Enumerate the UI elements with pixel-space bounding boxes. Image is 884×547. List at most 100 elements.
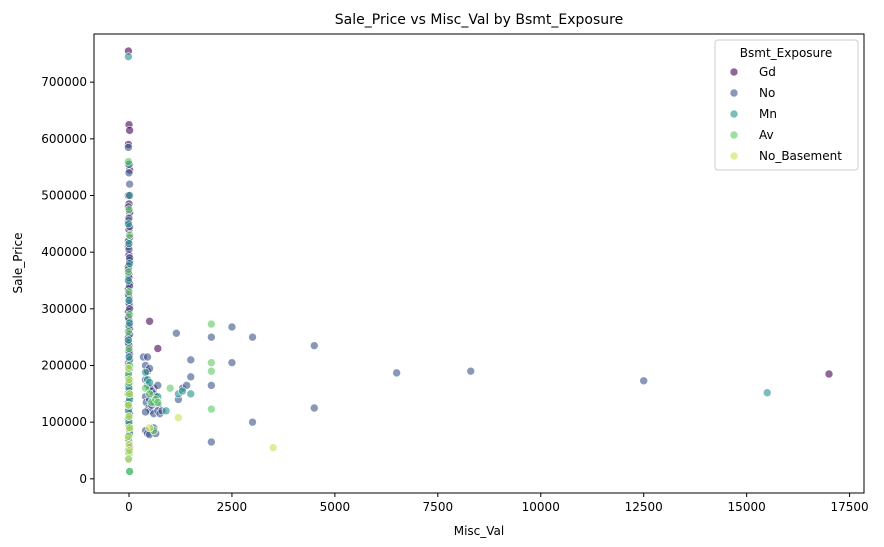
scatter-point [125, 310, 134, 319]
scatter-point [639, 376, 649, 386]
legend-marker [729, 130, 739, 140]
scatter-point [141, 367, 150, 377]
legend-marker [729, 151, 739, 161]
scatter-point [124, 375, 134, 384]
chart-title: Sale_Price vs Misc_Val by Bsmt_Exposure [335, 12, 623, 28]
scatter-point [207, 366, 216, 376]
scatter-point [153, 381, 163, 390]
points-layer [124, 46, 834, 476]
legend-label: Mn [759, 107, 777, 121]
x-tick-label: 10000 [522, 500, 560, 514]
scatter-point [309, 341, 319, 350]
scatter-point [125, 191, 134, 200]
scatter-point [824, 369, 834, 379]
legend: Bsmt_Exposure Gd No Mn Av No_Basement [714, 39, 859, 171]
y-tick-label: 0 [79, 472, 87, 486]
scatter-point [124, 157, 133, 166]
scatter-point [153, 398, 163, 407]
scatter-point [207, 437, 216, 447]
scatter-point [172, 328, 181, 338]
scatter-point [125, 446, 134, 455]
scatter-point [207, 404, 216, 414]
scatter-point [141, 407, 150, 417]
scatter-point [124, 239, 134, 248]
y-tick-label: 400000 [41, 245, 87, 259]
scatter-point [161, 406, 171, 416]
y-tick-label: 600000 [41, 132, 87, 146]
x-tick-label: 5000 [320, 500, 351, 514]
scatter-point [248, 417, 257, 427]
legend-items: Gd No Mn Av No_Basement [729, 65, 842, 163]
scatter-point [125, 318, 134, 328]
legend-label: Gd [759, 65, 776, 79]
scatter-point [125, 179, 134, 189]
legend-label: No_Basement [759, 149, 842, 163]
scatter-point [125, 423, 134, 433]
y-axis-label: Sale_Price [11, 233, 25, 294]
scatter-point [186, 372, 196, 382]
scatter-point [125, 230, 134, 240]
scatter-point [125, 389, 134, 399]
scatter-point [124, 432, 133, 441]
scatter-point [227, 358, 237, 367]
scatter-point [124, 352, 134, 362]
y-tick-label: 700000 [41, 75, 87, 89]
series-mn [124, 52, 772, 476]
scatter-point [124, 267, 133, 277]
scatter-point [309, 403, 319, 413]
y-tick-label: 200000 [41, 359, 87, 373]
scatter-point [248, 332, 257, 342]
scatter-point [145, 389, 154, 399]
y-axis-ticks: 0 100000 200000 300000 400000 500000 600000 700… [41, 75, 94, 486]
x-tick-label: 7500 [423, 500, 454, 514]
scatter-point [124, 143, 133, 152]
scatter-point [124, 344, 134, 353]
scatter-point [124, 400, 133, 410]
scatter-point [392, 368, 401, 378]
scatter-point [125, 467, 134, 476]
y-tick-label: 100000 [41, 415, 87, 429]
x-axis-ticks: 0 2500 5000 7500 10000 12500 15000 17500 [125, 493, 869, 514]
scatter-point [762, 388, 772, 398]
y-tick-label: 500000 [41, 189, 87, 203]
scatter-point [125, 259, 134, 268]
scatter-point [124, 412, 134, 421]
legend-title: Bsmt_Exposure [740, 46, 832, 60]
scatter-point [124, 364, 133, 373]
scatter-point [178, 386, 187, 396]
scatter-point [124, 335, 133, 345]
legend-marker [729, 67, 739, 77]
scatter-point [145, 423, 154, 433]
series-no [124, 143, 649, 452]
series-av [124, 157, 216, 476]
x-axis-label: Misc_Val [454, 524, 505, 538]
scatter-point [227, 322, 237, 332]
legend-box [714, 39, 859, 171]
scatter-point [145, 316, 154, 326]
scatter-point [466, 366, 476, 376]
scatter-point [124, 205, 134, 214]
legend-marker [729, 109, 739, 119]
scatter-point [124, 276, 133, 285]
scatter-point [165, 383, 175, 393]
scatter-point [125, 126, 134, 135]
scatter-point [268, 443, 278, 452]
x-tick-label: 0 [125, 500, 133, 514]
y-tick-label: 300000 [41, 302, 87, 316]
x-tick-label: 12500 [625, 500, 663, 514]
scatter-point [207, 319, 216, 329]
x-tick-label: 17500 [830, 500, 868, 514]
scatter-point [124, 219, 133, 229]
plot-frame [93, 33, 865, 494]
x-tick-label: 15000 [728, 500, 766, 514]
scatter-point [143, 352, 152, 362]
scatter-point [153, 344, 163, 353]
scatter-point [207, 381, 216, 390]
x-tick-label: 2500 [217, 500, 248, 514]
scatter-point [124, 287, 134, 297]
scatter-point [207, 358, 216, 367]
scatter-point [124, 168, 134, 178]
legend-marker [729, 88, 739, 98]
legend-label: No [759, 86, 775, 100]
